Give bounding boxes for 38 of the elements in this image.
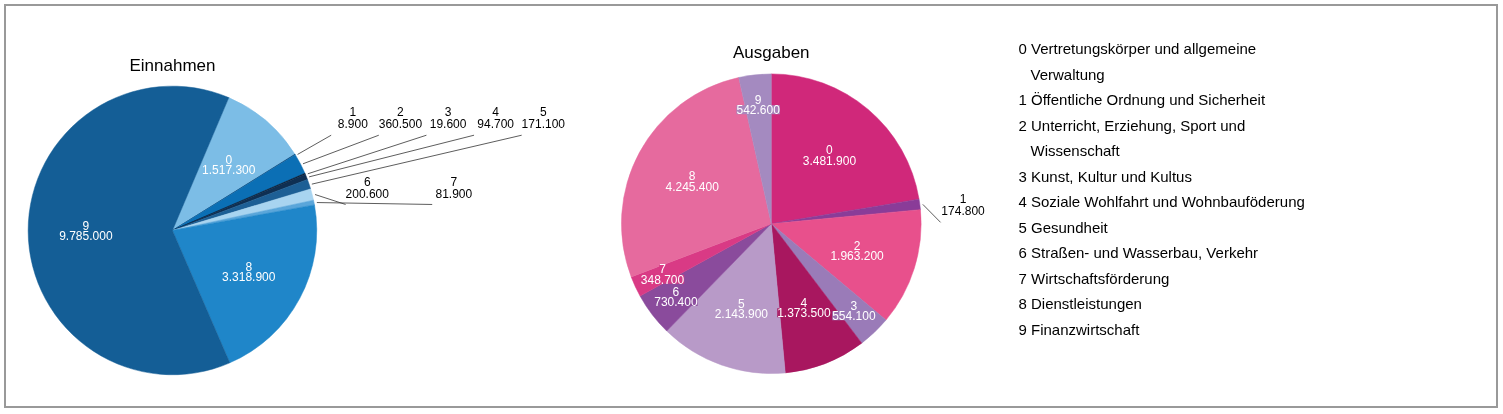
slice-label: 4: [492, 105, 500, 120]
text: 1 Öffentliche Ordnung und Sicherheit: [1018, 91, 1266, 108]
slice-label: 7: [450, 174, 458, 189]
text: 8 Dienstleistungen: [1018, 295, 1142, 312]
text: 2 Unterricht, Erziehung, Sport und Wissenschaft: [1018, 116, 1246, 159]
data-label: 360.500: [378, 117, 423, 132]
text: 5 Gesundheit: [1018, 218, 1109, 236]
text: 3 Kunst, Kultur und Kultus: [1018, 167, 1192, 185]
text: 7 Wirtschaftsförderung: [1018, 269, 1170, 287]
text: 9 Finanzwirtschaft: [1018, 320, 1141, 338]
slice-label: 5: [539, 105, 547, 120]
slice-label: 2: [397, 105, 405, 120]
data-label: 542.600: [736, 103, 781, 118]
data-label: 94.700: [477, 117, 515, 132]
text: 4 Soziale Wohlfahrt und Wohnbauföderung: [1018, 193, 1305, 210]
data-label: 81.900: [435, 186, 473, 201]
data-label: 4.245.400: [665, 179, 720, 194]
chart-title: Ausgaben: [732, 42, 810, 62]
text: 0 Vertretungskörper und allgemeine Verwaltung: [1018, 40, 1257, 83]
data-label: 8.900: [337, 117, 369, 132]
data-label: 19.600: [429, 117, 467, 132]
text: 6 Straßen- und Wasserbau, Verkehr: [1018, 244, 1259, 261]
slice-label: 1: [349, 105, 357, 120]
data-label: 1.963.200: [830, 249, 885, 264]
data-label: 171.100: [521, 117, 566, 132]
data-label: 9.785.000: [59, 229, 113, 244]
data-label: 348.700: [640, 272, 685, 287]
data-label: 1.373.500: [777, 306, 831, 321]
slice-label: 6: [363, 174, 371, 189]
data-label: 174.800: [941, 203, 986, 218]
data-label: 3.318.900: [222, 270, 276, 285]
data-label: 2.143.900: [714, 307, 769, 322]
data-label: 3.481.900: [802, 153, 857, 168]
chart-title: Einnahmen: [129, 55, 216, 75]
slice-label: 3: [444, 105, 452, 120]
slice-label: 1: [959, 191, 967, 206]
data-label: 554.100: [832, 309, 876, 324]
data-label: 200.600: [345, 186, 390, 201]
